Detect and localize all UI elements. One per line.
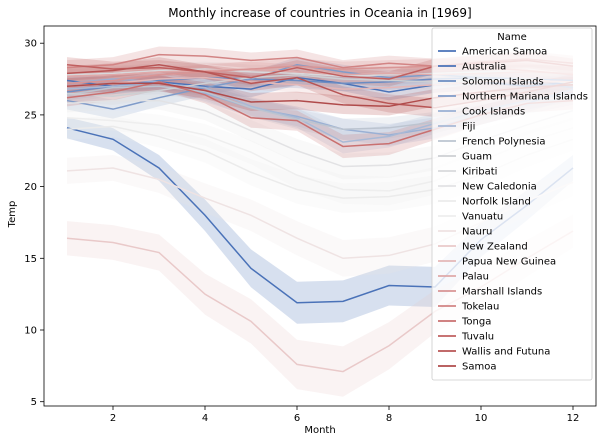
legend-label-marshall-islands: Marshall Islands — [462, 287, 542, 298]
y-axis: 5 10 15 20 25 30 — [24, 39, 44, 408]
confidence-band-tonga — [67, 74, 573, 159]
y-axis-title: Temp — [7, 201, 18, 229]
legend-label-french-polynesia: French Polynesia — [462, 137, 546, 148]
y-tick-label: 20 — [24, 182, 37, 193]
x-axis-title: Month — [304, 425, 335, 436]
chart-title: Monthly increase of countries in Oceania… — [168, 6, 472, 20]
legend-label-new-caledonia: New Caledonia — [462, 182, 537, 193]
legend-label-solomon-islands: Solomon Islands — [462, 77, 544, 88]
legend-label-australia: Australia — [462, 62, 506, 73]
legend-label-kiribati: Kiribati — [462, 167, 497, 178]
legend-label-guam: Guam — [462, 152, 492, 163]
legend-title: Name — [497, 32, 527, 43]
legend-label-northern-mariana-islands: Northern Mariana Islands — [462, 92, 588, 103]
y-tick-label: 25 — [24, 110, 37, 121]
y-tick-label: 10 — [24, 326, 37, 337]
x-tick-label: 8 — [386, 413, 392, 424]
legend-box — [431, 27, 593, 381]
legend-label-tuvalu: Tuvalu — [461, 332, 494, 343]
x-axis: 2 4 6 8 10 12 — [110, 406, 580, 424]
x-tick-label: 4 — [202, 413, 208, 424]
legend-label-cook-islands: Cook Islands — [462, 107, 525, 118]
y-tick-label: 15 — [24, 254, 37, 265]
x-tick-label: 12 — [567, 413, 580, 424]
legend-label-fiji: Fiji — [462, 122, 475, 133]
y-tick-label: 30 — [24, 39, 37, 50]
legend-label-wallis-and-futuna: Wallis and Futuna — [462, 347, 550, 358]
legend-label-tokelau: Tokelau — [461, 302, 499, 313]
legend: Name American Samoa Australia Solomon Isla… — [431, 27, 593, 381]
legend-label-palau: Palau — [462, 272, 489, 283]
x-tick-label: 10 — [475, 413, 488, 424]
plot-frame — [43, 25, 597, 407]
legend-label-new-zealand: New Zealand — [462, 242, 528, 253]
legend-label-norfolk-island: Norfolk Island — [462, 197, 531, 208]
y-tick-label: 5 — [31, 397, 37, 408]
legend-label-samoa: Samoa — [462, 362, 496, 373]
legend-label-papua-new-guinea: Papua New Guinea — [462, 257, 556, 268]
legend-label-american-samoa: American Samoa — [462, 47, 547, 58]
x-tick-label: 6 — [294, 413, 300, 424]
x-tick-label: 2 — [110, 413, 116, 424]
legend-label-vanuatu: Vanuatu — [462, 212, 503, 223]
legend-label-nauru: Nauru — [462, 227, 492, 238]
legend-label-tonga: Tonga — [461, 317, 491, 328]
